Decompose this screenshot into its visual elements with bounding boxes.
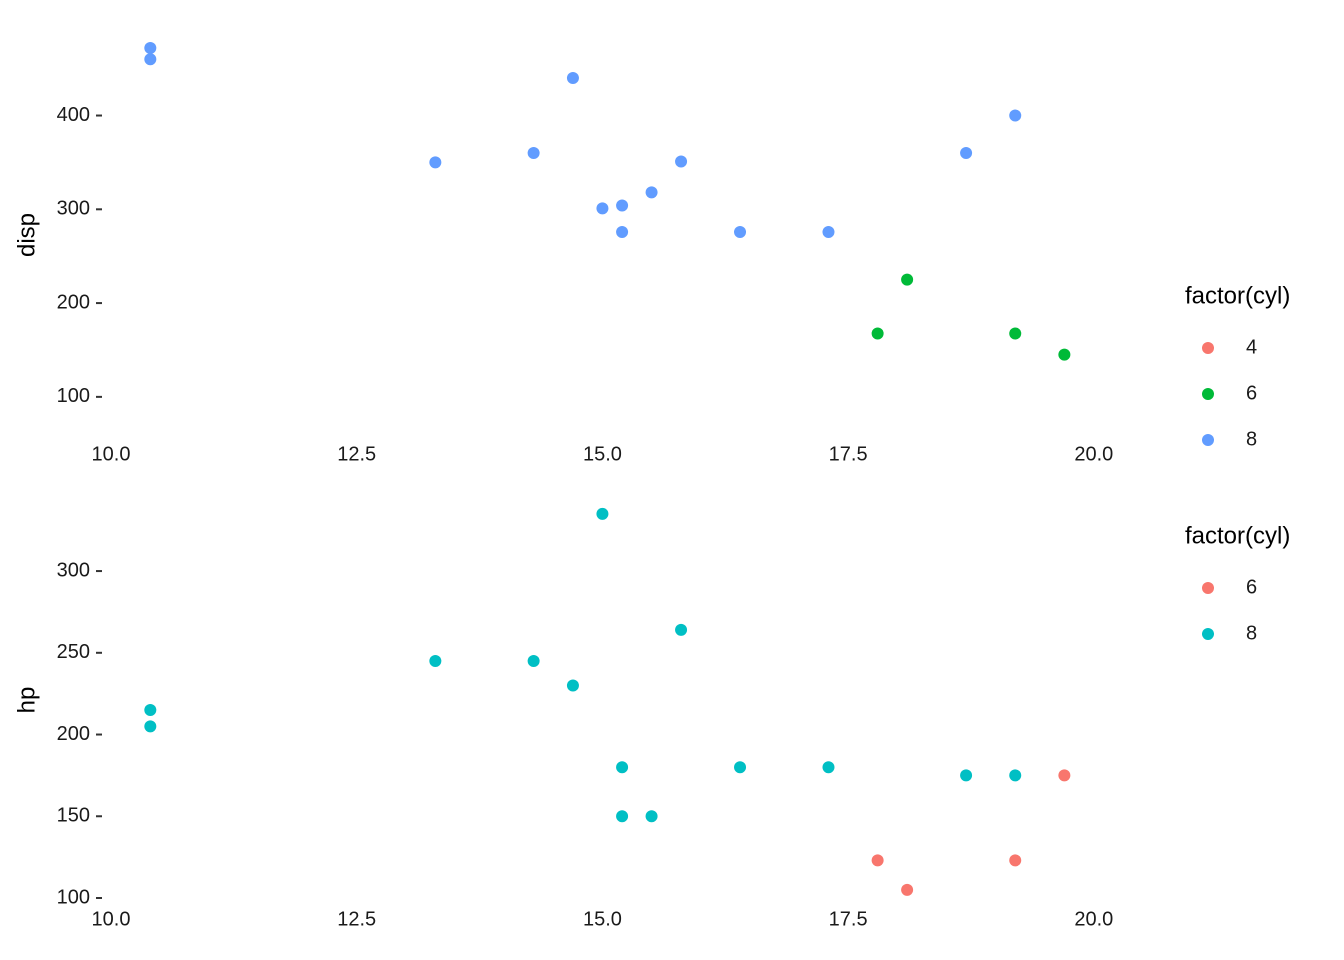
point: [822, 761, 835, 774]
point: [596, 507, 609, 520]
y-tick-label: 400: [57, 104, 90, 126]
point: [645, 186, 658, 199]
point: [616, 199, 629, 212]
point: [1058, 769, 1071, 782]
point: [901, 273, 914, 286]
point: [871, 327, 884, 340]
legend-title: factor(cyl): [1185, 522, 1290, 549]
point: [901, 883, 914, 896]
point: [527, 654, 540, 667]
point: [429, 654, 442, 667]
point: [960, 769, 973, 782]
point: [429, 156, 442, 169]
y-tick-label: 200: [57, 291, 90, 313]
legend-label: 8: [1246, 428, 1257, 450]
y-tick-label: 300: [57, 559, 90, 581]
point: [1009, 769, 1022, 782]
y-axis-title: hp: [13, 687, 40, 714]
point: [675, 623, 688, 636]
point: [871, 854, 884, 867]
point: [960, 147, 973, 160]
point: [616, 761, 629, 774]
legend-label: 8: [1246, 622, 1257, 644]
y-tick-label: 200: [57, 723, 90, 745]
point: [1009, 327, 1022, 340]
x-tick-label: 10.0: [92, 443, 131, 465]
x-tick-label: 20.0: [1074, 443, 1113, 465]
point: [645, 810, 658, 823]
point: [566, 679, 579, 692]
point: [734, 225, 747, 238]
x-tick-label: 17.5: [829, 443, 868, 465]
point: [616, 810, 629, 823]
point: [566, 72, 579, 85]
legend-label: 6: [1246, 576, 1257, 598]
legend-key: [1202, 434, 1214, 446]
point: [144, 704, 157, 717]
legend-key: [1202, 388, 1214, 400]
point: [675, 155, 688, 168]
x-tick-label: 15.0: [583, 908, 622, 930]
point: [822, 225, 835, 238]
point: [1009, 109, 1022, 122]
y-tick-label: 100: [57, 886, 90, 908]
point: [527, 147, 540, 160]
x-tick-label: 15.0: [583, 443, 622, 465]
legend-title: factor(cyl): [1185, 282, 1290, 309]
point: [144, 53, 157, 66]
point: [734, 761, 747, 774]
x-tick-label: 20.0: [1074, 908, 1113, 930]
legend-key: [1202, 628, 1214, 640]
y-tick-label: 300: [57, 198, 90, 220]
legend-label: 4: [1246, 336, 1257, 358]
legend-key: [1202, 582, 1214, 594]
x-tick-label: 17.5: [829, 908, 868, 930]
x-tick-label: 10.0: [92, 908, 131, 930]
y-axis-title: disp: [13, 213, 40, 257]
y-tick-label: 100: [57, 385, 90, 407]
x-tick-label: 12.5: [337, 908, 376, 930]
point: [616, 225, 629, 238]
y-tick-label: 150: [57, 805, 90, 827]
point: [1058, 348, 1071, 361]
legend-label: 6: [1246, 382, 1257, 404]
point: [596, 202, 609, 215]
y-tick-label: 250: [57, 641, 90, 663]
point: [1009, 854, 1022, 867]
legend-key: [1202, 342, 1214, 354]
x-tick-label: 12.5: [337, 443, 376, 465]
point: [144, 42, 157, 55]
point: [144, 720, 157, 733]
